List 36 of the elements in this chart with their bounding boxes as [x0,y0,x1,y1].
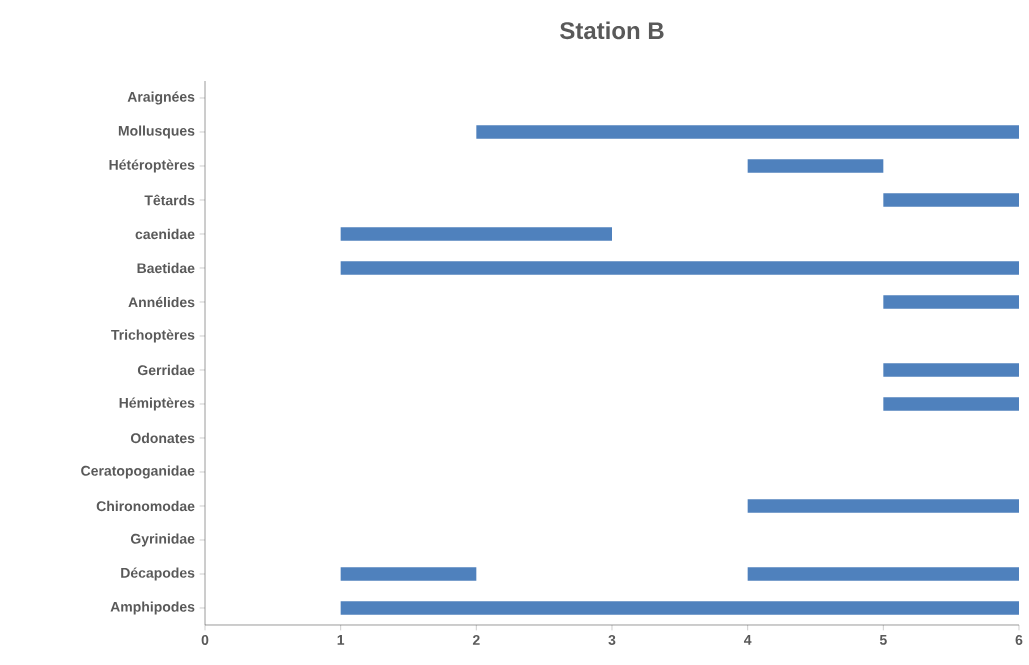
x-tick-label: 5 [879,635,887,645]
bar [340,601,1019,615]
bar [747,499,1019,513]
x-tick-label: 2 [472,635,480,645]
y-tick-label: Hémiptères [119,397,195,411]
y-tick-label: Odonates [130,432,195,444]
x-tick-label: 3 [608,635,616,645]
bar [340,261,1019,275]
bar [747,159,884,173]
y-tick-label: Baetidae [137,262,195,274]
y-tick-label: Araignées [127,91,195,105]
bar [883,295,1019,309]
chart-title: Station B [560,21,664,40]
y-tick-label: Trichoptères [111,329,195,343]
y-tick-label: Mollusques [118,125,195,139]
y-tick-label: caenidae [135,228,195,240]
bar [747,567,1019,581]
x-tick-label: 0 [201,635,209,645]
bar [476,125,1019,139]
y-tick-label: Chironomodae [96,500,195,512]
bar [340,567,477,581]
y-tick-label: Annélides [128,296,195,308]
y-tick-label: Décapodes [121,567,195,581]
y-tick-label: Gerridae [137,364,195,376]
bar [883,193,1019,207]
bar [883,363,1019,377]
y-tick-label: Ceratopoganidae [81,465,195,479]
y-tick-label: Amphipodes [110,601,195,615]
x-tick-label: 6 [1015,635,1023,645]
x-tick-label: 1 [337,635,345,645]
y-tick-label: Gyrinidae [130,533,195,547]
y-tick-label: Hétéroptères [109,159,195,173]
bar [883,397,1019,411]
bar [340,227,612,241]
y-tick-label: Têtards [144,194,195,206]
x-tick-label: 4 [743,635,752,645]
